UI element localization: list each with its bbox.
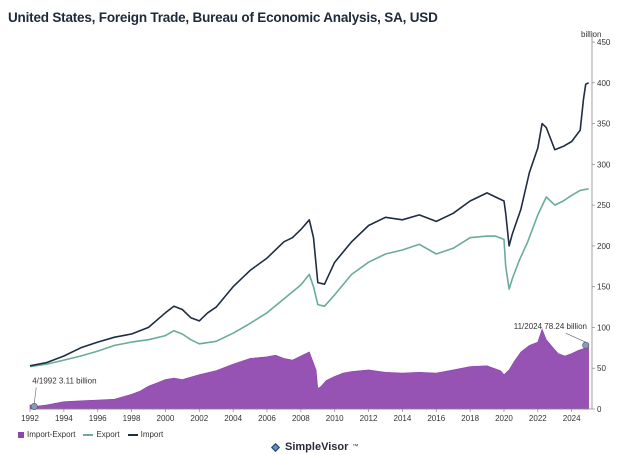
x-tick-label: 2022	[529, 414, 547, 423]
x-tick-label: 2010	[326, 414, 344, 423]
legend-swatch-export	[83, 433, 94, 436]
import-export-area	[29, 328, 589, 410]
x-tick-label: 2002	[190, 414, 208, 423]
y-tick-label: 250	[597, 201, 611, 210]
legend-label-import-export: Import-Export	[27, 430, 76, 439]
x-tick-label: 2008	[292, 414, 310, 423]
x-axis-ticks: 1992 1994 1996 1998 2000 2002 2004 2006 2008 2010…	[21, 409, 581, 423]
legend-swatch-import-export	[18, 431, 24, 438]
chart-title: United States, Foreign Trade, Bureau of …	[8, 10, 438, 25]
x-tick-label: 2018	[461, 414, 479, 423]
annotation-marker	[582, 341, 590, 349]
y-tick-label: 300	[597, 160, 611, 169]
legend-swatch-import	[127, 433, 138, 436]
y-tick-label: 50	[597, 364, 606, 373]
x-tick-label: 2020	[495, 414, 513, 423]
y-tick-label: 350	[597, 120, 611, 129]
chart-axes	[30, 32, 593, 410]
brand-name: SimpleVisor	[285, 441, 349, 453]
import-export-area-series	[29, 328, 589, 410]
x-tick-label: 2012	[360, 414, 378, 423]
y-tick-label: 450	[597, 38, 611, 47]
x-tick-label: 2006	[258, 414, 276, 423]
y-tick-label: 0	[597, 405, 602, 414]
legend-label-import: Import	[140, 430, 164, 439]
legend-item-export: Export	[83, 430, 120, 439]
x-tick-label: 2004	[224, 414, 242, 423]
simplevisor-logo: SimpleVisor ™	[270, 441, 358, 453]
y-tick-label: 400	[597, 79, 611, 88]
y-axis-ticks: 0 50 100 150 200 250 300 350 400 450	[592, 38, 611, 414]
annotation-label: 11/2024 78.24 billion	[514, 322, 587, 331]
export-line	[29, 188, 589, 368]
chart-legend: Import-Export Export Import	[18, 430, 163, 439]
brand-trademark: ™	[352, 444, 359, 450]
annotation-leader	[565, 332, 586, 343]
legend-item-import: Import	[127, 430, 164, 439]
import-line-series	[29, 82, 589, 367]
x-tick-label: 1998	[123, 414, 141, 423]
y-tick-label: 200	[597, 242, 611, 251]
annotation-marker	[30, 402, 38, 410]
x-tick-label: 2016	[427, 414, 445, 423]
annotation-leader	[33, 387, 37, 404]
y-tick-label: 150	[597, 283, 611, 292]
import-line	[29, 82, 589, 367]
x-tick-label: 2014	[394, 414, 412, 423]
y-axis-unit-label: billion	[581, 30, 602, 39]
legend-label-export: Export	[96, 430, 120, 439]
annotation-label: 4/1992 3.11 billion	[32, 376, 96, 385]
x-tick-label: 1996	[89, 414, 107, 423]
legend-item-import-export: Import-Export	[18, 430, 75, 439]
x-tick-label: 2000	[157, 414, 175, 423]
simplevisor-logo-icon	[270, 442, 281, 452]
x-tick-label: 1992	[21, 414, 39, 423]
export-line-series	[29, 188, 589, 368]
chart-annotations: 4/1992 3.11 billion 11/2024 78.24 billion	[30, 322, 590, 410]
y-tick-label: 100	[597, 323, 611, 332]
x-tick-label: 1994	[55, 414, 73, 423]
x-tick-label: 2024	[563, 414, 581, 423]
